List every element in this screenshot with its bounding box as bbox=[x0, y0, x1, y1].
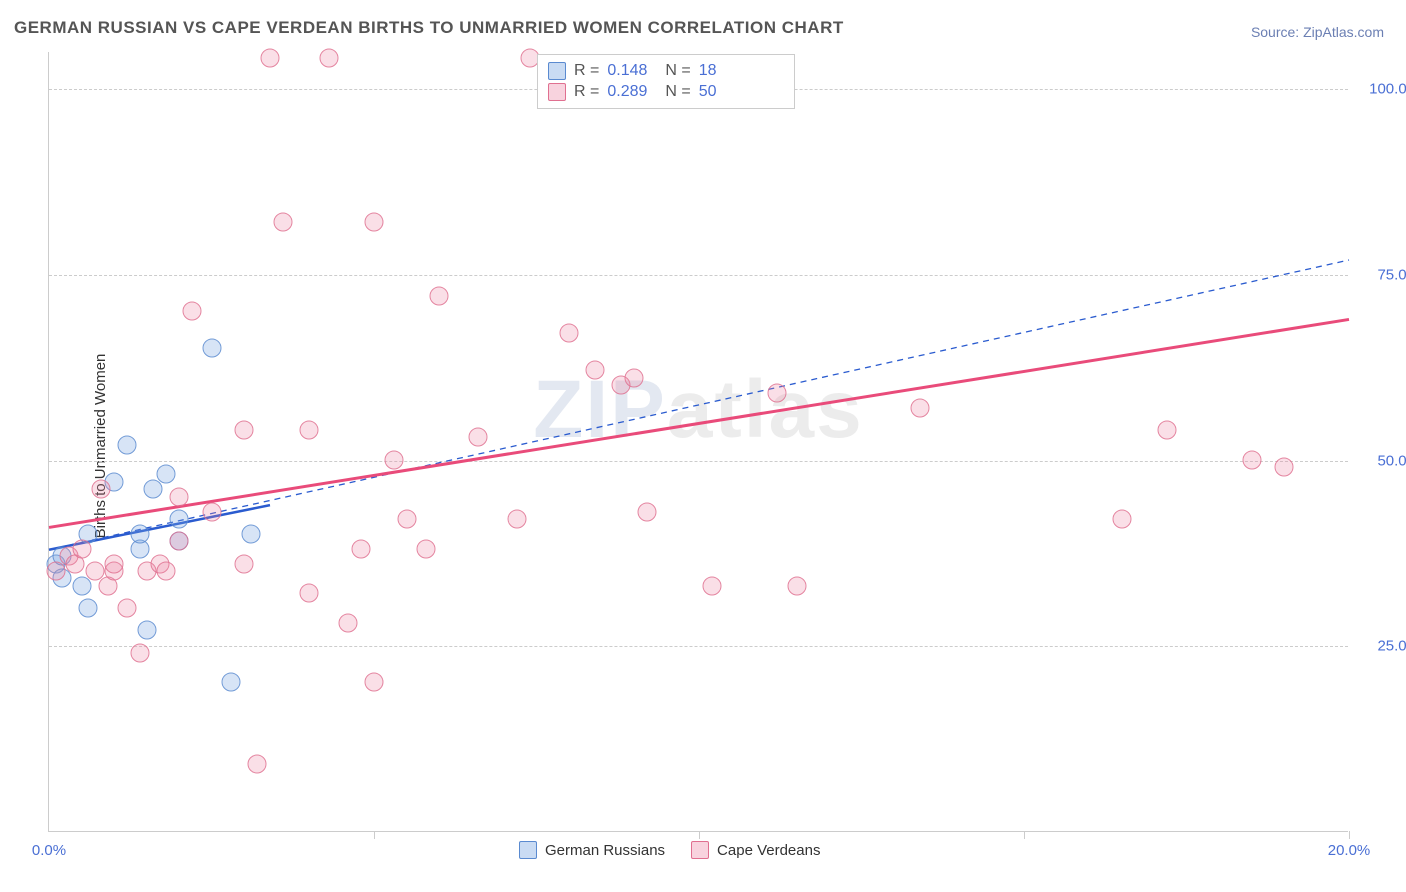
scatter-point bbox=[170, 487, 189, 506]
stat-value-n-2: 50 bbox=[699, 83, 749, 101]
scatter-point bbox=[703, 576, 722, 595]
stats-row-series-1: R = 0.148 N = 18 bbox=[548, 62, 784, 80]
swatch-series-1 bbox=[548, 62, 566, 80]
scatter-point bbox=[137, 621, 156, 640]
scatter-point bbox=[586, 361, 605, 380]
scatter-point bbox=[560, 324, 579, 343]
scatter-point bbox=[417, 539, 436, 558]
swatch-series-2 bbox=[691, 841, 709, 859]
x-tick bbox=[1024, 831, 1025, 839]
stat-label-r: R = bbox=[574, 62, 599, 80]
scatter-point bbox=[105, 554, 124, 573]
scatter-point bbox=[202, 502, 221, 521]
scatter-point bbox=[202, 339, 221, 358]
scatter-point bbox=[1158, 420, 1177, 439]
scatter-point bbox=[157, 465, 176, 484]
scatter-point bbox=[248, 755, 267, 774]
legend-label-1: German Russians bbox=[545, 842, 665, 859]
scatter-point bbox=[261, 49, 280, 68]
stats-row-series-2: R = 0.289 N = 50 bbox=[548, 83, 784, 101]
x-tick bbox=[374, 831, 375, 839]
scatter-point bbox=[144, 480, 163, 499]
scatter-point bbox=[787, 576, 806, 595]
trend-lines bbox=[49, 52, 1349, 832]
scatter-point bbox=[319, 49, 338, 68]
y-tick-label: 50.0% bbox=[1377, 452, 1406, 469]
scatter-point bbox=[384, 450, 403, 469]
scatter-point bbox=[352, 539, 371, 558]
scatter-point bbox=[397, 510, 416, 529]
scatter-point bbox=[46, 562, 65, 581]
scatter-point bbox=[157, 562, 176, 581]
x-tick-label: 0.0% bbox=[32, 842, 66, 859]
scatter-point bbox=[235, 420, 254, 439]
scatter-point bbox=[131, 643, 150, 662]
scatter-point bbox=[241, 524, 260, 543]
scatter-point bbox=[131, 524, 150, 543]
scatter-point bbox=[911, 398, 930, 417]
source-label: Source: ZipAtlas.com bbox=[1251, 24, 1384, 40]
scatter-point bbox=[365, 212, 384, 231]
scatter-point bbox=[274, 212, 293, 231]
scatter-point bbox=[118, 435, 137, 454]
stat-value-r-1: 0.148 bbox=[607, 62, 657, 80]
scatter-point bbox=[118, 599, 137, 618]
bottom-legend: German Russians Cape Verdeans bbox=[519, 841, 820, 859]
scatter-point bbox=[92, 480, 111, 499]
x-tick-label: 20.0% bbox=[1328, 842, 1371, 859]
stat-value-n-1: 18 bbox=[699, 62, 749, 80]
y-tick-label: 25.0% bbox=[1377, 638, 1406, 655]
plot-area: ZIPatlas 25.0%50.0%75.0%100.0% 0.0%20.0%… bbox=[48, 52, 1348, 832]
stats-legend-box: R = 0.148 N = 18 R = 0.289 N = 50 bbox=[537, 54, 795, 109]
scatter-point bbox=[183, 302, 202, 321]
legend-label-2: Cape Verdeans bbox=[717, 842, 820, 859]
scatter-point bbox=[170, 510, 189, 529]
scatter-point bbox=[79, 599, 98, 618]
scatter-point bbox=[638, 502, 657, 521]
scatter-point bbox=[1112, 510, 1131, 529]
scatter-point bbox=[222, 673, 241, 692]
scatter-point bbox=[300, 420, 319, 439]
scatter-point bbox=[1275, 458, 1294, 477]
stat-label-n: N = bbox=[665, 62, 690, 80]
y-tick-label: 100.0% bbox=[1369, 81, 1406, 98]
x-tick bbox=[1349, 831, 1350, 839]
scatter-point bbox=[1242, 450, 1261, 469]
scatter-point bbox=[235, 554, 254, 573]
stat-label-r: R = bbox=[574, 83, 599, 101]
scatter-point bbox=[508, 510, 527, 529]
stat-label-n: N = bbox=[665, 83, 690, 101]
stat-value-r-2: 0.289 bbox=[607, 83, 657, 101]
scatter-point bbox=[469, 428, 488, 447]
scatter-point bbox=[170, 532, 189, 551]
scatter-point bbox=[430, 287, 449, 306]
legend-item-series-1: German Russians bbox=[519, 841, 665, 859]
scatter-point bbox=[365, 673, 384, 692]
y-tick-label: 75.0% bbox=[1377, 266, 1406, 283]
trend-line bbox=[49, 260, 1349, 550]
legend-item-series-2: Cape Verdeans bbox=[691, 841, 820, 859]
scatter-point bbox=[300, 584, 319, 603]
scatter-point bbox=[625, 368, 644, 387]
swatch-series-1 bbox=[519, 841, 537, 859]
scatter-point bbox=[339, 614, 358, 633]
scatter-point bbox=[768, 383, 787, 402]
swatch-series-2 bbox=[548, 83, 566, 101]
x-tick bbox=[699, 831, 700, 839]
scatter-point bbox=[72, 539, 91, 558]
chart-title: GERMAN RUSSIAN VS CAPE VERDEAN BIRTHS TO… bbox=[14, 18, 844, 38]
scatter-point bbox=[72, 576, 91, 595]
